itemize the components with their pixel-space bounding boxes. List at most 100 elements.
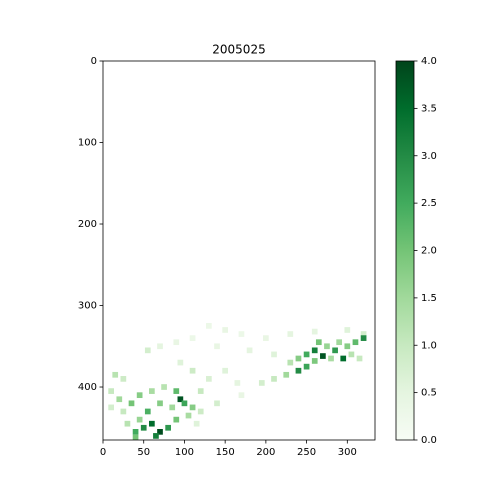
heatmap-cell bbox=[324, 343, 330, 350]
heatmap-cell bbox=[173, 416, 180, 423]
heatmap-cell bbox=[132, 434, 139, 440]
heatmap-cell bbox=[165, 424, 171, 431]
heatmap-cell bbox=[173, 388, 180, 394]
heatmap-cell bbox=[356, 355, 363, 362]
y-tick-label: 0 bbox=[91, 56, 97, 67]
x-tick-label: 50 bbox=[137, 447, 150, 458]
heatmap-cell bbox=[120, 408, 127, 415]
heatmap-cell bbox=[344, 327, 351, 333]
heatmap-cell bbox=[149, 420, 155, 427]
heatmap-cell bbox=[234, 380, 241, 386]
heatmap-cell bbox=[263, 335, 269, 341]
heatmap-cell bbox=[144, 347, 151, 354]
x-tick-label: 200 bbox=[256, 447, 275, 458]
heatmap-cell bbox=[332, 347, 338, 354]
x-tick-label: 300 bbox=[338, 447, 357, 458]
heatmap-cell bbox=[271, 351, 277, 358]
heatmap-cell bbox=[214, 343, 220, 350]
colorbar-tick-label: 2.5 bbox=[421, 198, 437, 209]
heatmap-cell bbox=[206, 323, 212, 329]
heatmap-cell bbox=[149, 388, 155, 394]
x-tick-label: 100 bbox=[175, 447, 194, 458]
heatmap-cell bbox=[348, 351, 355, 358]
heatmap-cell bbox=[238, 331, 245, 337]
heatmap-cell bbox=[189, 404, 196, 411]
colorbar-tick-label: 0.0 bbox=[421, 435, 437, 446]
heatmap-cell bbox=[295, 367, 302, 374]
heatmap-cell bbox=[303, 363, 310, 370]
heatmap-cell bbox=[157, 428, 163, 435]
heatmap-cell bbox=[124, 420, 131, 427]
heatmap-cell bbox=[328, 355, 334, 362]
y-tick-label: 100 bbox=[78, 138, 97, 149]
heatmap-cell bbox=[116, 396, 123, 403]
y-tick-label: 400 bbox=[78, 382, 97, 393]
heatmap-cell bbox=[161, 384, 167, 390]
colorbar bbox=[395, 60, 415, 441]
heatmap-cell bbox=[189, 335, 196, 341]
heatmap-cell bbox=[128, 400, 135, 407]
heatmap-cell bbox=[157, 400, 163, 407]
colorbar-tick-label: 3.0 bbox=[421, 151, 437, 162]
heatmap-cell bbox=[173, 339, 180, 346]
heatmap-cell bbox=[283, 371, 290, 378]
heatmap-cell bbox=[112, 371, 119, 378]
heatmap-cell bbox=[320, 353, 326, 359]
heatmap-cell bbox=[144, 408, 151, 415]
heatmap-cell bbox=[120, 376, 127, 382]
heatmap-cell bbox=[295, 355, 302, 362]
heatmap-cell bbox=[214, 400, 220, 407]
y-tick-label: 300 bbox=[78, 301, 97, 312]
heatmap-cell bbox=[193, 420, 200, 427]
heatmap-cell bbox=[222, 327, 229, 333]
x-tick-label: 250 bbox=[297, 447, 316, 458]
heatmap-cell bbox=[169, 404, 176, 411]
heatmap-cell bbox=[108, 404, 114, 411]
heatmap-cell bbox=[132, 428, 139, 435]
heatmap-cell bbox=[287, 331, 294, 337]
plot-frame bbox=[102, 60, 376, 441]
heatmap-cell bbox=[197, 388, 204, 394]
chart-title: 2005025 bbox=[212, 43, 265, 57]
heatmap-cell bbox=[287, 359, 294, 366]
heatmap-cell bbox=[136, 416, 143, 423]
heatmap-cell bbox=[311, 347, 318, 354]
colorbar-tick-label: 1.5 bbox=[421, 293, 437, 304]
heatmap-cell bbox=[181, 400, 188, 407]
heatmap-cell bbox=[271, 376, 277, 382]
heatmap-cell bbox=[222, 367, 229, 374]
heatmap-cell bbox=[189, 367, 196, 374]
heatmap-cell bbox=[336, 339, 343, 346]
heatmap-cell bbox=[352, 339, 359, 346]
heatmap-cell bbox=[206, 376, 212, 382]
heatmap bbox=[108, 323, 367, 440]
colorbar-tick-label: 1.0 bbox=[421, 340, 437, 351]
heatmap-cell bbox=[360, 331, 367, 337]
colorbar-tick-label: 4.0 bbox=[421, 56, 437, 67]
y-tick-label: 200 bbox=[78, 219, 97, 230]
heatmap-cell bbox=[136, 392, 143, 399]
heatmap-cell bbox=[311, 328, 318, 335]
colorbar-tick-label: 2.0 bbox=[421, 246, 437, 257]
heatmap-cell bbox=[344, 343, 351, 350]
heatmap-cell bbox=[315, 339, 322, 346]
heatmap-cell bbox=[360, 335, 367, 341]
x-tick-label: 0 bbox=[100, 447, 106, 458]
colorbar-tick-label: 0.5 bbox=[421, 388, 437, 399]
heatmap-cell bbox=[177, 396, 184, 403]
colorbar-tick-label: 3.5 bbox=[421, 103, 437, 114]
heatmap-cell bbox=[311, 358, 318, 364]
heatmap-cell bbox=[197, 408, 204, 415]
heatmap-cell bbox=[238, 392, 245, 399]
heatmap-cell bbox=[340, 355, 347, 362]
heatmap-cell bbox=[157, 343, 163, 350]
heatmap-cell bbox=[153, 433, 159, 439]
heatmap-cell bbox=[185, 412, 192, 419]
heatmap-cell bbox=[246, 347, 253, 354]
heatmap-cell bbox=[303, 351, 310, 358]
heatmap-cell bbox=[140, 424, 147, 431]
heatmap-cell bbox=[177, 359, 184, 366]
x-tick-label: 150 bbox=[216, 447, 235, 458]
heatmap-cell bbox=[258, 380, 265, 386]
